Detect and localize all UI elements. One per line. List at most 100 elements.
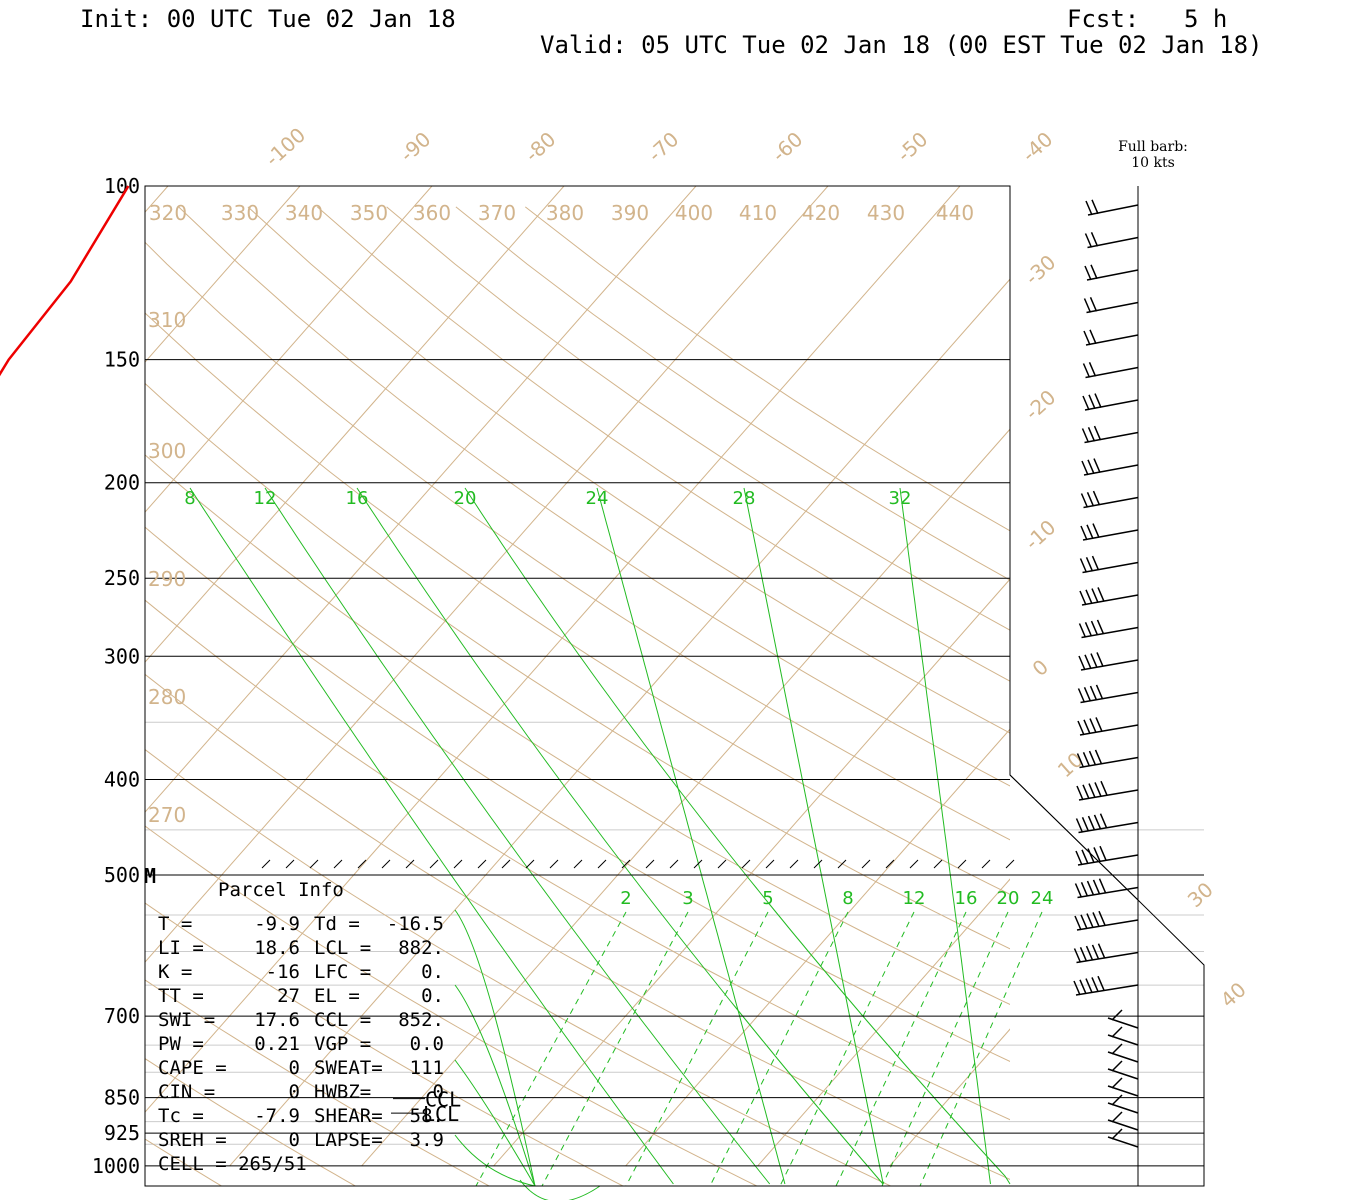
wind-barb <box>1107 1043 1139 1063</box>
hatch-mark <box>789 859 799 869</box>
dry-adiabat <box>145 979 490 1186</box>
parcel-info-label: PW = <box>158 1033 204 1055</box>
barb-feather <box>1082 784 1090 800</box>
hatch-mark <box>717 859 727 869</box>
isotherm-line <box>625 728 1010 1167</box>
hatch-mark <box>693 859 703 869</box>
parcel-info-title: Parcel Info <box>218 879 344 901</box>
parcel-info-value: 882. <box>398 937 444 959</box>
wind-barb <box>1074 878 1139 899</box>
barb-feather <box>1093 847 1101 862</box>
mixing-ratio-label: 16 <box>955 888 978 909</box>
barb-feather <box>1094 782 1102 797</box>
isotherm-line <box>145 186 829 963</box>
barb-feather <box>1086 524 1094 540</box>
barb-feather <box>1086 913 1094 928</box>
lcl-label: LCL <box>423 1102 459 1126</box>
theta-label: 360 <box>413 201 451 225</box>
parcel-info-value: 0.21 <box>254 1033 300 1055</box>
barb-staff <box>1085 334 1139 346</box>
barb-feather <box>1079 947 1088 962</box>
parcel-info-value: 0. <box>421 961 444 983</box>
hatch-mark <box>885 859 895 869</box>
barb-feather <box>1083 719 1091 735</box>
hatch-mark <box>381 859 391 869</box>
barb-feather <box>1088 750 1097 766</box>
hatch-mark <box>429 859 439 869</box>
barb-feather <box>1085 945 1094 961</box>
moist-adiabat <box>519 1179 601 1200</box>
barb-feather <box>1096 652 1104 667</box>
wind-barb <box>1080 490 1139 509</box>
barb-feather <box>1075 818 1084 833</box>
dry-adiabat <box>178 206 1010 787</box>
wind-barb <box>1084 264 1139 281</box>
isotherm-label: 30 <box>1183 877 1218 912</box>
parcel-info-label: LAPSE= <box>314 1129 383 1151</box>
mixing-ratio-line <box>779 911 915 1187</box>
isotherm-line <box>229 278 1010 1167</box>
plot-border <box>144 185 1205 1187</box>
parcel-info-label: CELL = 265/51 <box>158 1153 307 1175</box>
barb-feather <box>1073 980 1081 996</box>
barb-feather <box>1088 783 1096 798</box>
wind-barb <box>1073 975 1139 996</box>
dry-adiabat <box>455 206 1010 581</box>
dry-adiabat <box>386 206 1010 631</box>
barb-feather <box>1111 1060 1123 1072</box>
wind-barb <box>1082 362 1139 379</box>
barb-feather <box>1092 490 1101 506</box>
barb-feather <box>1081 460 1089 476</box>
barb-feather <box>1097 975 1105 991</box>
parcel-info-label: SWEAT= <box>314 1057 383 1079</box>
saturation-curve <box>899 487 991 1185</box>
barb-feather <box>1084 622 1093 637</box>
saturation-label: 24 <box>586 488 609 509</box>
isotherm-line <box>145 186 433 513</box>
wind-barb <box>1077 717 1139 736</box>
barb-feather <box>1099 845 1107 861</box>
parcel-info-value: 0. <box>421 985 444 1007</box>
pressure-label: 400 <box>104 767 140 791</box>
barb-feather <box>1078 623 1087 638</box>
parcel-info-label: K = <box>158 961 192 983</box>
isotherm-line <box>145 186 961 1113</box>
theta-label: 440 <box>936 201 974 225</box>
isotherm-line <box>145 186 169 213</box>
parcel-info-value: 17.6 <box>254 1009 300 1031</box>
parcel-info-label: SWI = <box>158 1009 215 1031</box>
barb-feather <box>1111 1128 1123 1140</box>
barb-feather <box>1089 685 1098 701</box>
wind-barb <box>1079 555 1139 574</box>
barb-feather <box>1095 717 1103 732</box>
wind-barb <box>1107 1094 1139 1114</box>
saturation-label: 8 <box>184 488 195 509</box>
barb-feather <box>1082 395 1090 411</box>
mixing-ratio-lines <box>189 487 1043 1200</box>
parcel-info-label: T = <box>158 913 192 935</box>
barb-staff <box>1087 236 1139 249</box>
dry-adiabat <box>145 673 1010 1181</box>
mixing-ratio-line <box>475 911 627 1187</box>
wind-barb <box>1078 619 1139 639</box>
barb-feather <box>1078 655 1086 671</box>
barb-feather <box>1094 393 1102 408</box>
barb-feather <box>1111 1026 1123 1038</box>
hatch-mark <box>765 859 775 869</box>
barb-feather <box>1085 589 1093 605</box>
theta-label: 290 <box>148 567 186 591</box>
wind-barb <box>1078 652 1139 671</box>
barb-feather <box>1091 555 1100 571</box>
parcel-info-value: 0 <box>433 1081 444 1103</box>
barb-feather <box>1074 883 1083 898</box>
wind-barb <box>1082 393 1139 411</box>
pressure-label: 250 <box>104 566 140 590</box>
wind-barb <box>1075 845 1139 866</box>
barb-feather <box>1100 780 1108 796</box>
isotherm-label: -50 <box>892 127 932 167</box>
pressure-label: 300 <box>104 644 140 668</box>
parcel-info-value: -16 <box>266 961 300 983</box>
pressure-label: 500 <box>104 863 140 887</box>
forecast-hour-value: 5 h <box>1184 5 1228 33</box>
marker-500: M <box>144 864 156 888</box>
